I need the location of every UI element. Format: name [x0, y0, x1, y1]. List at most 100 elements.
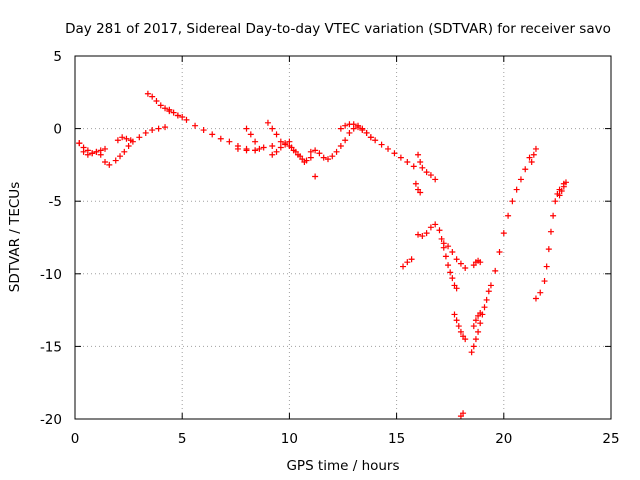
data-point — [307, 154, 314, 161]
data-point — [273, 148, 280, 155]
data-point — [155, 125, 162, 132]
data-point — [174, 112, 181, 119]
data-point — [260, 144, 267, 151]
series-arc-29 — [532, 180, 567, 302]
data-point — [526, 154, 533, 161]
data-point — [462, 336, 469, 343]
y-tick-labels: -20 -15 -10 -5 0 5 — [40, 49, 62, 428]
data-point — [500, 230, 507, 237]
data-point — [316, 150, 323, 157]
data-point — [477, 320, 484, 327]
data-point — [417, 189, 424, 196]
data-point — [342, 122, 349, 129]
data-point — [470, 323, 477, 330]
data-point — [447, 269, 454, 276]
grid-lines — [75, 56, 611, 419]
data-point — [136, 134, 143, 141]
series-arc-22 — [451, 311, 469, 343]
series-arc-16 — [400, 256, 415, 270]
data-point — [457, 328, 464, 335]
data-point — [269, 151, 276, 158]
y-tick-label: 5 — [53, 49, 62, 65]
data-point — [391, 150, 398, 157]
data-point — [453, 256, 460, 263]
data-point — [89, 150, 96, 157]
data-point — [149, 127, 156, 134]
data-point — [505, 212, 512, 219]
data-point — [455, 323, 462, 330]
data-point — [153, 98, 160, 105]
data-point — [106, 161, 113, 168]
data-point — [532, 295, 539, 302]
data-point — [472, 336, 479, 343]
x-tick-label: 10 — [281, 431, 298, 447]
series-arc-3 — [112, 124, 169, 164]
data-point — [547, 228, 554, 235]
x-tick-label: 0 — [71, 431, 80, 447]
data-point — [123, 135, 130, 142]
data-point — [247, 131, 254, 138]
data-point — [252, 138, 259, 145]
series-arc-4 — [114, 134, 134, 144]
data-point — [552, 198, 559, 205]
data-point — [162, 124, 169, 131]
x-axis-title: GPS time / hours — [286, 458, 399, 474]
data-point — [562, 179, 569, 186]
data-point — [412, 180, 419, 187]
data-point — [76, 140, 83, 147]
data-point — [307, 148, 314, 155]
series-arc-2 — [76, 140, 109, 157]
series-arc-26 — [468, 282, 494, 356]
data-point — [117, 153, 124, 160]
series-arc-27 — [492, 154, 533, 274]
data-point — [269, 143, 276, 150]
data-point — [417, 158, 424, 165]
x-tick-labels: 0 5 10 15 20 25 — [71, 431, 620, 447]
data-point — [427, 224, 434, 231]
data-point — [492, 267, 499, 274]
data-point — [445, 262, 452, 269]
data-point — [477, 259, 484, 266]
data-point — [292, 148, 299, 155]
data-point — [367, 134, 374, 141]
data-point — [209, 131, 216, 138]
data-point — [277, 144, 284, 151]
data-point — [97, 147, 104, 154]
series-arc-18 — [412, 180, 424, 196]
x-tick-label: 20 — [495, 431, 512, 447]
data-point — [457, 260, 464, 267]
data-point — [453, 285, 460, 292]
series-arc-23 — [457, 410, 467, 420]
series-arc-8 — [243, 125, 263, 152]
data-point — [264, 119, 271, 126]
series-arc-19 — [415, 221, 439, 240]
data-point — [102, 145, 109, 152]
data-point — [485, 288, 492, 295]
y-tick-label: -20 — [40, 412, 62, 428]
axis-ticks — [74, 55, 612, 420]
data-point — [320, 154, 327, 161]
data-point — [522, 166, 529, 173]
plot-frame — [74, 55, 612, 420]
data-point — [157, 102, 164, 109]
data-point — [282, 141, 289, 148]
x-tick-label: 5 — [178, 431, 187, 447]
data-point — [449, 249, 456, 256]
data-point — [427, 172, 434, 179]
data-point — [166, 108, 173, 115]
data-point — [84, 147, 91, 154]
data-point — [436, 227, 443, 234]
data-point — [556, 192, 563, 199]
data-point — [277, 138, 284, 145]
series-arc-6 — [166, 108, 259, 154]
data-point — [342, 137, 349, 144]
data-point — [470, 343, 477, 350]
data-point — [460, 410, 467, 417]
data-point — [162, 105, 169, 112]
y-tick-label: -5 — [49, 194, 62, 210]
x-tick-label: 15 — [388, 431, 405, 447]
data-point — [404, 158, 411, 165]
data-point — [496, 249, 503, 256]
data-point — [312, 147, 319, 154]
